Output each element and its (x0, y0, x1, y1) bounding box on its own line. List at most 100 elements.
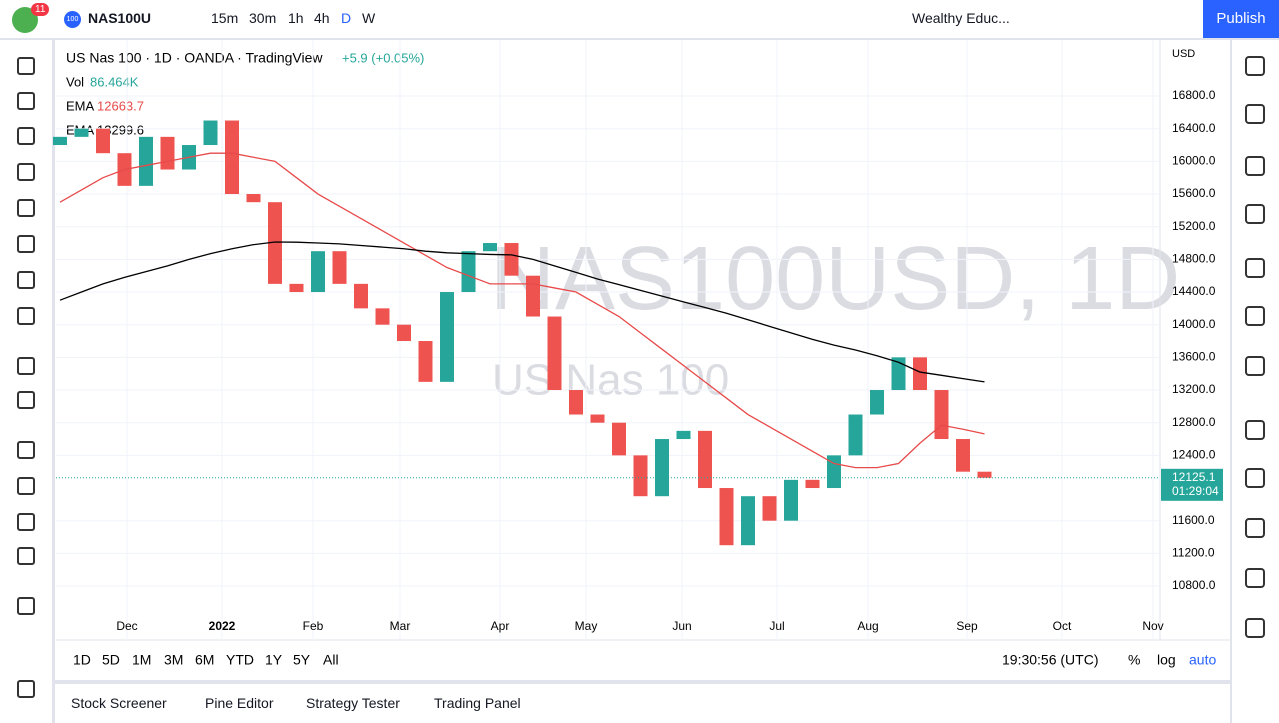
bottom-tab[interactable]: Stock Screener (71, 695, 167, 711)
tool-icon[interactable] (17, 597, 35, 615)
tool-icon[interactable] (17, 271, 35, 289)
tool-icon[interactable] (17, 680, 35, 698)
log-toggle[interactable]: log (1157, 652, 1176, 668)
range-button[interactable]: 5Y (293, 652, 311, 668)
side-icon[interactable] (1245, 56, 1265, 76)
bottom-tabs (55, 684, 1230, 723)
currency[interactable]: USD (1172, 48, 1195, 60)
candle (354, 283, 368, 309)
range-button[interactable]: 1D (73, 652, 91, 668)
side-icon[interactable] (1245, 156, 1265, 176)
interval[interactable]: 1h (288, 10, 304, 26)
range-button[interactable]: 3M (164, 652, 183, 668)
y-tick-label: 13200.0 (1172, 382, 1216, 396)
range-button[interactable]: 5D (102, 652, 120, 668)
tool-icon[interactable] (17, 441, 35, 459)
x-tick-label: Nov (1142, 619, 1163, 633)
candle (805, 479, 820, 489)
interval[interactable]: W (362, 10, 376, 26)
tool-icon[interactable] (17, 127, 35, 145)
publish-button[interactable]: Publish (1203, 0, 1279, 38)
tool-icon[interactable] (17, 357, 35, 375)
tool-icon[interactable] (17, 391, 35, 409)
side-icon[interactable] (1245, 420, 1265, 440)
interval[interactable]: 4h (314, 10, 330, 26)
layout-name[interactable]: Wealthy Educ... (912, 10, 1010, 26)
candle (741, 496, 755, 546)
side-icon[interactable] (1245, 104, 1265, 124)
right-toolbar (1232, 40, 1279, 723)
tool-icon[interactable] (17, 92, 35, 110)
candle (440, 292, 454, 382)
candle (676, 430, 691, 440)
tool-icon[interactable] (17, 199, 35, 217)
tool-icon[interactable] (17, 547, 35, 565)
y-tick-label: 12800.0 (1172, 415, 1216, 429)
x-tick-label: May (575, 619, 598, 633)
side-icon[interactable] (1245, 518, 1265, 538)
candle (526, 275, 540, 317)
y-tick-label: 15200.0 (1172, 219, 1216, 233)
vol-value: 86.464K (90, 74, 139, 89)
y-tick-label: 16400.0 (1172, 121, 1216, 135)
candle (569, 390, 583, 415)
candle (827, 455, 841, 489)
side-icon[interactable] (1245, 568, 1265, 588)
side-icon[interactable] (1245, 306, 1265, 326)
candle (139, 136, 153, 186)
candle (655, 439, 669, 497)
tool-icon[interactable] (17, 477, 35, 495)
symbol[interactable]: NAS100U (88, 10, 152, 26)
side-icon[interactable] (1245, 356, 1265, 376)
candle (848, 414, 863, 456)
range-button[interactable]: YTD (226, 652, 254, 668)
candle (913, 357, 927, 391)
y-tick-label: 12400.0 (1172, 448, 1216, 462)
bottom-tab[interactable]: Pine Editor (205, 695, 274, 711)
candle (956, 439, 970, 472)
candle (375, 308, 390, 325)
candle (612, 422, 626, 456)
drawing-toolbar (0, 40, 52, 723)
x-tick-label: Feb (303, 619, 324, 633)
candle (268, 202, 282, 284)
y-tick-label: 13600.0 (1172, 350, 1216, 364)
candle (74, 128, 89, 137)
tool-icon[interactable] (17, 163, 35, 181)
bottom-tab[interactable]: Trading Panel (434, 695, 521, 711)
candle (547, 316, 562, 391)
side-icon[interactable] (1245, 204, 1265, 224)
tool-icon[interactable] (17, 57, 35, 75)
percent-toggle[interactable]: % (1128, 652, 1140, 668)
clock: 19:30:56 (UTC) (1002, 652, 1098, 668)
interval[interactable]: 15m (211, 10, 239, 26)
side-icon[interactable] (1245, 618, 1265, 638)
tool-icon[interactable] (17, 513, 35, 531)
candle (483, 243, 497, 252)
top-toolbar: 11 100 NAS100U Wealthy Educ... Publish (0, 0, 1279, 39)
range-button[interactable]: 1M (132, 652, 151, 668)
tool-icon[interactable] (17, 235, 35, 253)
auto-toggle[interactable]: auto (1189, 652, 1216, 668)
y-tick-label: 16000.0 (1172, 154, 1216, 168)
x-tick-label: Apr (491, 619, 510, 633)
interval[interactable]: D (341, 10, 352, 26)
candle (891, 357, 906, 391)
x-tick-label: Mar (390, 619, 411, 633)
tool-icon[interactable] (17, 307, 35, 325)
x-tick-label: Dec (116, 619, 137, 633)
interval[interactable]: 30m (249, 10, 277, 26)
bottom-tab[interactable]: Strategy Tester (306, 695, 400, 711)
side-icon[interactable] (1245, 468, 1265, 488)
y-tick-label: 14000.0 (1172, 317, 1216, 331)
range-button[interactable]: All (323, 652, 339, 668)
x-tick-label: 2022 (209, 619, 236, 633)
y-tick-label: 11200.0 (1172, 546, 1215, 560)
candle (784, 479, 798, 521)
side-icon[interactable] (1245, 258, 1265, 278)
candle (397, 324, 411, 342)
range-button[interactable]: 1Y (265, 652, 283, 668)
range-button[interactable]: 6M (195, 652, 214, 668)
